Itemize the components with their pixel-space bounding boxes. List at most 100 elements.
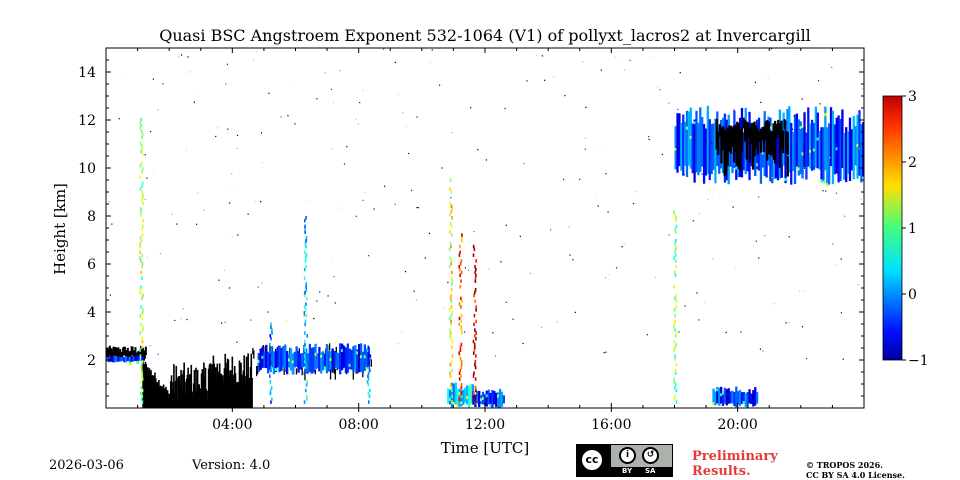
data-cell [139,164,142,168]
no-signal-region [106,343,372,408]
data-cell [731,390,734,404]
data-cell [320,352,323,374]
data-cell [280,116,282,118]
feature-low-clouds-1900 [712,386,759,408]
data-cell [674,328,676,332]
data-cell [474,270,476,275]
data-cell [698,212,700,215]
copyright-notice: © TROPOS 2026. CC BY SA 4.0 License. [806,460,905,480]
data-cell [711,141,713,144]
data-cell [683,121,687,166]
data-cell [331,148,333,150]
data-cell [220,322,223,324]
data-cell [748,389,751,404]
data-cell [832,243,834,245]
data-cell [450,276,453,280]
data-cell [382,48,385,50]
data-cell [674,354,676,358]
no-signal-cell [775,123,778,139]
data-cell [689,135,693,139]
data-cell [600,69,602,71]
data-cell [367,371,370,376]
data-cell [678,331,680,333]
data-cell [819,103,821,105]
data-cell [816,137,820,141]
data-cell [185,149,188,151]
data-cell [755,163,759,167]
data-cell [744,393,747,407]
data-cell [624,243,626,246]
data-cell [840,258,842,260]
data-cell [149,130,152,133]
data-cell [675,299,678,304]
data-cell [452,383,456,404]
data-cell [140,270,143,275]
no-signal-cell [329,368,332,380]
data-cell [674,368,677,373]
data-cell [402,112,404,114]
data-cell [474,279,477,283]
data-cell [441,167,443,169]
data-cell [684,305,686,307]
data-cell [725,389,728,406]
data-cell [459,354,461,358]
data-cell [138,356,141,361]
data-cell [289,82,292,84]
data-cell [475,308,477,312]
data-cell [826,183,830,187]
data-cell [193,101,195,103]
data-cell [260,132,263,134]
data-cell [473,397,475,401]
data-cell [596,196,598,199]
y-axis-ticks: 2 4 6 8 10 12 14 [78,47,864,409]
data-cell [460,342,463,347]
data-cell [734,266,736,268]
data-cell [674,241,676,246]
data-cell [605,173,607,175]
data-cell [556,321,558,323]
data-cell [801,98,803,100]
data-cell [449,256,452,260]
data-cell [141,264,144,269]
data-cell [835,117,838,174]
data-cell [754,387,757,406]
cc-license-badge[interactable]: cc i ↺ BY SA [576,444,673,477]
data-cell [141,339,144,344]
data-cell [369,354,372,358]
data-cell [737,391,740,405]
no-signal-cell [726,127,729,167]
data-cell [132,356,135,362]
data-cell [141,377,144,381]
data-cell [269,391,272,396]
no-signal-cell [756,129,759,155]
data-cell [459,244,461,249]
data-cell [306,397,308,401]
data-cell [450,244,452,249]
data-cell [367,374,369,378]
no-signal-cell [723,129,726,176]
data-cell [267,351,270,374]
data-cell [460,296,462,301]
data-cell [431,49,433,51]
noise-dots [108,48,864,360]
data-cell [752,390,755,407]
data-cell [659,88,661,91]
data-cell [755,240,757,242]
data-cell [797,167,801,171]
data-cell [458,377,461,381]
data-cell [674,239,677,243]
data-cell [267,311,269,313]
data-cell [297,351,300,373]
data-cell [673,325,675,329]
data-cell [615,56,617,58]
data-cell [215,135,217,138]
data-cell [759,348,762,350]
data-cell [449,374,452,378]
data-cell [224,321,226,323]
data-cell [675,146,677,149]
data-cell [473,342,476,347]
no-signal-cell [732,125,736,163]
data-cell [799,290,801,292]
data-cell [460,401,464,405]
data-cell [325,344,329,374]
